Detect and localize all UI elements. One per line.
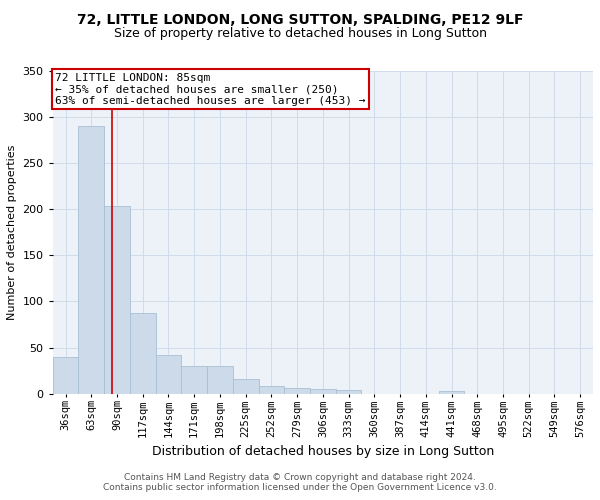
Bar	[284, 388, 310, 394]
X-axis label: Distribution of detached houses by size in Long Sutton: Distribution of detached houses by size …	[152, 445, 494, 458]
Bar	[259, 386, 284, 394]
Bar	[181, 366, 207, 394]
Bar	[233, 379, 259, 394]
Bar	[336, 390, 361, 394]
Bar	[439, 391, 464, 394]
Text: 72, LITTLE LONDON, LONG SUTTON, SPALDING, PE12 9LF: 72, LITTLE LONDON, LONG SUTTON, SPALDING…	[77, 12, 523, 26]
Bar	[310, 389, 336, 394]
Text: Size of property relative to detached houses in Long Sutton: Size of property relative to detached ho…	[113, 28, 487, 40]
Bar	[207, 366, 233, 394]
Bar	[79, 126, 104, 394]
Y-axis label: Number of detached properties: Number of detached properties	[7, 144, 17, 320]
Text: Contains HM Land Registry data © Crown copyright and database right 2024.
Contai: Contains HM Land Registry data © Crown c…	[103, 473, 497, 492]
Bar	[53, 357, 79, 394]
Bar	[104, 206, 130, 394]
Bar	[155, 355, 181, 394]
Text: 72 LITTLE LONDON: 85sqm
← 35% of detached houses are smaller (250)
63% of semi-d: 72 LITTLE LONDON: 85sqm ← 35% of detache…	[55, 72, 366, 106]
Bar	[130, 314, 155, 394]
